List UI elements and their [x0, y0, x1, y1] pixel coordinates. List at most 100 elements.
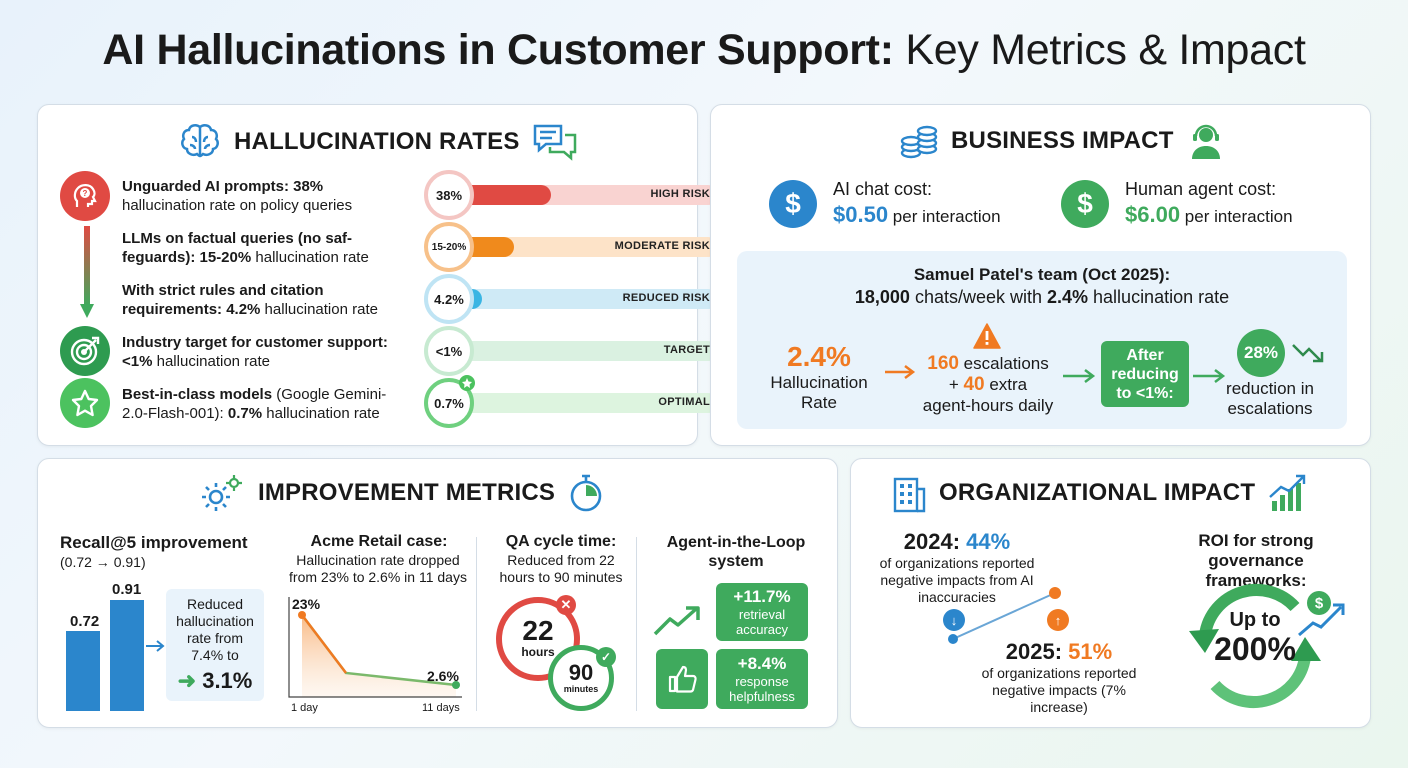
- recall-bar-0: [66, 631, 100, 711]
- rate-ring-1: 15-20%: [424, 222, 474, 272]
- orange-arrow-icon: [885, 365, 916, 379]
- reduced-text: Reduced hallucination rate from 7.4% to: [176, 596, 254, 663]
- growth-arrow-icon: [653, 606, 700, 636]
- qa-title: QA cycle time:: [505, 533, 617, 550]
- improvement-metrics-title: IMPROVEMENT METRICS: [258, 479, 556, 506]
- warning-icon: [973, 323, 1001, 349]
- red-green-arrow-icon: [80, 226, 94, 318]
- loop-box-helpfulness: +8.4% response helpfulness: [716, 649, 808, 709]
- acme-point-start: [298, 611, 306, 619]
- risk-label-1: MODERATE RISK: [614, 240, 710, 252]
- business-impact-header: BUSINESS IMPACT: [899, 121, 1226, 161]
- qa-subtitle: Reduced from 22 hours to 90 minutes: [499, 552, 623, 585]
- loop-title: Agent-in-the-Loop system: [666, 534, 806, 570]
- loop-helpfulness-label: response helpfulness: [729, 674, 795, 704]
- page-title: AI Hallucinations in Customer Support: K…: [102, 26, 1306, 74]
- hrow-text-3: Industry target for customer support: <1…: [122, 334, 388, 370]
- green-arrow-icon: [1063, 369, 1096, 383]
- recall-subtitle: (0.72 → 0.91): [60, 554, 146, 570]
- comparison-line: [948, 587, 1061, 644]
- rate-ring-2: 4.2%: [424, 274, 474, 324]
- thumbs-up-icon: [656, 649, 708, 709]
- risk-bar-4: OPTIMAL: [426, 393, 718, 413]
- risk-label-2: REDUCED RISK: [622, 292, 710, 304]
- agent-hours-label: agent-hours daily: [922, 396, 1054, 415]
- bar-chart-growth-icon: [1269, 474, 1306, 511]
- gears-icon: [202, 475, 242, 511]
- risk-label-0: HIGH RISK: [650, 188, 710, 200]
- acme-area: [302, 615, 456, 697]
- dollar-icon: $: [769, 179, 817, 228]
- rate-ring-value-1: 15-20%: [431, 241, 467, 253]
- chat-bubbles-icon: [533, 124, 576, 161]
- y2025-value: 51%: [1068, 639, 1113, 664]
- after-reducing-box: After reducing to <1%:: [1101, 341, 1189, 407]
- acme-subtitle: Hallucination rate dropped from 23% to 2…: [289, 552, 467, 585]
- rate-ring-value-4: 0.7%: [434, 395, 464, 411]
- trend-up-icon: [1298, 603, 1345, 637]
- trend-down-icon: [1292, 344, 1324, 363]
- organizational-impact-header: ORGANIZATIONAL IMPACT: [891, 473, 1307, 513]
- qa-to-unit: minutes: [563, 684, 599, 694]
- rate-ring-3: <1%: [424, 326, 474, 376]
- hallucination-rates-card: HALLUCINATION RATES ? Unguarded AI promp…: [37, 104, 718, 446]
- hallucination-rates-title: HALLUCINATION RATES: [234, 128, 520, 155]
- acme-point-end: [452, 681, 460, 689]
- team-panel: Samuel Patel's team (Oct 2025): 18,000 c…: [737, 251, 1347, 429]
- rate-value: 2.4%: [787, 341, 851, 372]
- improvement-metrics-card: IMPROVEMENT METRICS Recall@5 improvement…: [37, 458, 838, 728]
- support-agent-icon: [1191, 124, 1220, 159]
- y2024-text: of organizations reported negative impac…: [879, 555, 1035, 605]
- rate-ring-4: 0.7%: [424, 378, 474, 428]
- reduced-box: Reduced hallucination rate from 7.4% to …: [166, 589, 264, 701]
- loop-box-retrieval: +11.7% retrieval accuracy: [716, 583, 808, 641]
- qa-from-value: 22: [522, 615, 554, 646]
- risk-bar-3: TARGET: [426, 341, 718, 361]
- recall-bar-label-1: 0.91: [112, 581, 142, 598]
- organizational-impact-card: ORGANIZATIONAL IMPACT 2024: 44% of organ…: [850, 458, 1371, 728]
- y2025-year: 2025:: [1005, 639, 1063, 664]
- human-cost-value: $6.00: [1125, 202, 1181, 227]
- rate-label-2: Rate: [801, 393, 837, 412]
- hrow-text-4: Best-in-class models (Google Gemini-2.0-…: [122, 386, 387, 422]
- check-icon: ✓: [596, 647, 616, 667]
- coins-stack-icon: [900, 125, 938, 159]
- organizational-impact-title: ORGANIZATIONAL IMPACT: [939, 479, 1256, 506]
- extra-hours-value: 40: [963, 374, 985, 395]
- reduction-circle: 28%: [1237, 329, 1285, 377]
- red-head-question-icon: ?: [60, 171, 110, 221]
- recall-bar-label-0: 0.72: [70, 613, 100, 630]
- team-heading: Samuel Patel's team (Oct 2025):: [913, 265, 1171, 284]
- y2025-text: of organizations reported negative impac…: [981, 665, 1137, 715]
- human-cost-label: Human agent cost:: [1125, 179, 1277, 199]
- rate-label-1: Hallucination: [770, 373, 868, 392]
- qa-from-unit: hours: [521, 645, 555, 659]
- risk-label-4: OPTIMAL: [658, 396, 710, 408]
- hallucination-rates-header: HALLUCINATION RATES: [178, 123, 578, 161]
- blue-arrow-icon: [146, 640, 165, 652]
- building-icon: [893, 477, 926, 513]
- acme-end-label: 2.6%: [427, 668, 459, 684]
- down-arrow-icon: ↓: [943, 609, 965, 631]
- brain-icon: [181, 124, 219, 158]
- small-star-badge-icon: [459, 375, 475, 391]
- roi-value: 200%: [1214, 631, 1296, 667]
- team-stats: 18,000 chats/week with 2.4% hallucinatio…: [854, 287, 1230, 307]
- reduction-label: reduction in escalations: [1226, 379, 1314, 418]
- divider: [476, 537, 477, 711]
- improvement-metrics-header: IMPROVEMENT METRICS: [200, 473, 605, 513]
- escalations-block: 160 escalations + 40 extra agent-hours d…: [913, 353, 1063, 416]
- loop-retrieval-label: retrieval accuracy: [735, 607, 789, 637]
- human-cost-unit: per interaction: [1184, 207, 1293, 226]
- divider: [636, 537, 637, 711]
- target-icon: [60, 326, 110, 376]
- ai-cost-value: $0.50: [833, 202, 889, 227]
- y2024-value: 44%: [966, 529, 1011, 554]
- y2024-year: 2024:: [903, 529, 961, 554]
- dollar-icon: $: [1061, 179, 1109, 228]
- reduced-value: 3.1%: [202, 668, 253, 693]
- close-icon: ✕: [556, 595, 576, 615]
- roi-title: ROI for strong governance frameworks:: [1198, 531, 1314, 590]
- reduction-value: 28%: [1243, 343, 1279, 362]
- roi-center: Up to 200%: [1195, 609, 1315, 666]
